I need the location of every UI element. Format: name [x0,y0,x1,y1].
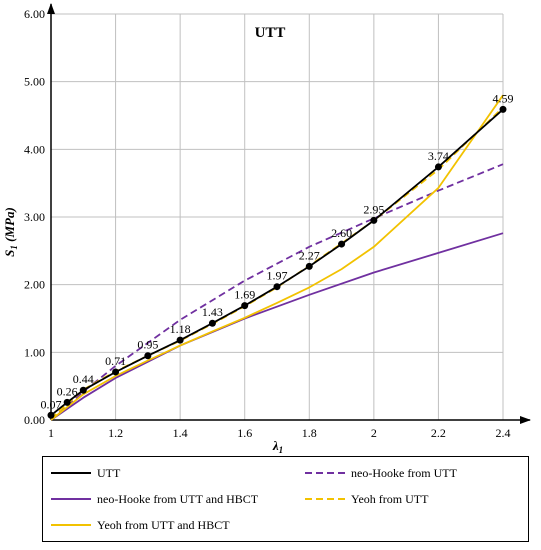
utt-data-label: 1.43 [202,305,223,319]
y-tick-labels: 0.00 1.00 2.00 3.00 4.00 5.00 6.00 [24,7,45,427]
legend-label-yeoh-utt-hbct: Yeoh from UTT and HBCT [97,517,230,532]
legend-swatch-utt [51,472,91,474]
utt-data-point [47,411,55,419]
x-tick-label: 2.2 [431,426,446,440]
series-line-utt [50,108,504,417]
grid-lines [51,13,504,420]
legend-label-neo-hooke-utt: neo-Hooke from UTT [351,465,457,480]
legend-label-utt: UTT [97,465,121,480]
utt-data-label: 1.69 [234,288,255,302]
utt-data-label: 1.18 [170,322,191,336]
y-axis-label-unit: (MPa) [2,207,17,245]
x-tick-label: 1.8 [302,426,317,440]
legend-item-neo-hooke-utt-hbct: neo-Hooke from UTT and HBCT [51,489,258,509]
utt-data-point [499,105,507,113]
utt-data-point [305,262,313,270]
x-tick-labels: 1 1.2 1.4 1.6 1.8 2 2.2 2.4 [48,426,511,440]
series-line-neo-hooke-from-utt-and-hbct [50,232,504,421]
utt-data-label: 0.44 [73,372,94,386]
series-line-neo-hooke-from-utt [50,163,504,421]
utt-data-point [208,319,216,327]
utt-data-point [144,352,152,360]
legend-swatch-neo-hooke-utt-hbct [51,498,91,500]
x-axis-label: λ1 [272,438,283,455]
utt-data-label: 0.95 [137,338,158,352]
series-line-yeoh-from-utt-and-hbct [50,94,504,421]
utt-data-point [370,216,378,224]
legend: UTT neo-Hooke from UTT neo-Hooke from UT… [42,456,529,542]
utt-data-point [434,163,442,171]
legend-swatch-yeoh-utt [305,498,345,500]
y-tick-label: 3.00 [24,210,45,224]
y-axis-label-subscript: 1 [9,245,19,250]
data-label-layer: 0.070.260.44 0.71 0.95 1.18 1.43 1.69 1.97 2.27… [41,91,514,411]
y-tick-label: 0.00 [24,413,45,427]
x-tick-label: 2.4 [496,426,511,440]
y-tick-label: 2.00 [24,278,45,292]
utt-data-label: 0.07 [41,397,62,411]
y-tick-label: 1.00 [24,345,45,359]
chart-canvas: 0.001.002.003.004.005.006.00 1 1.2 1.4 1.6 1… [2,3,531,455]
x-axis-label-main: λ [272,438,279,453]
utt-data-point [241,302,249,310]
y-axis-arrowhead [47,3,55,14]
x-tick-label: 2 [371,426,377,440]
legend-item-yeoh-utt-hbct: Yeoh from UTT and HBCT [51,515,230,535]
x-axis-label-subscript: 1 [279,445,284,455]
y-tick-label: 5.00 [24,75,45,89]
y-tick-label: 4.00 [24,142,45,156]
utt-data-label: 2.95 [363,202,384,216]
y-axis-label-main: S [2,250,17,257]
utt-data-point [63,398,71,406]
legend-item-yeoh-utt: Yeoh from UTT [305,489,428,509]
x-tick-label: 1.6 [237,426,252,440]
chart-title: UTT [255,25,286,41]
legend-label-neo-hooke-utt-hbct: neo-Hooke from UTT and HBCT [97,491,259,506]
legend-swatch-neo-hooke-utt [305,472,345,474]
utt-data-point [112,368,120,376]
utt-data-label: 2.27 [299,248,320,262]
x-axis-arrowhead [520,416,531,424]
x-tick-label: 1 [48,426,54,440]
legend-label-yeoh-utt: Yeoh from UTT [351,491,429,506]
utt-data-point [79,386,87,394]
legend-item-neo-hooke-utt: neo-Hooke from UTT [305,463,457,483]
y-axis-label: S1 (MPa) [2,207,19,257]
utt-data-label: 4.59 [493,91,514,105]
utt-data-point [338,240,346,248]
y-tick-label: 6.00 [24,7,45,21]
utt-data-label: 2.60 [331,226,352,240]
legend-item-utt: UTT [51,463,120,483]
marker-layer [47,105,507,419]
utt-data-point [176,336,184,344]
utt-data-label: 3.74 [428,149,449,163]
axes [47,3,531,424]
x-tick-label: 1.4 [173,426,188,440]
x-tick-label: 1.2 [108,426,123,440]
utt-data-label: 0.71 [105,354,126,368]
utt-data-point [273,283,281,291]
utt-data-label: 0.26 [57,384,78,398]
legend-swatch-yeoh-utt-hbct [51,524,91,526]
utt-data-label: 1.97 [267,269,288,283]
